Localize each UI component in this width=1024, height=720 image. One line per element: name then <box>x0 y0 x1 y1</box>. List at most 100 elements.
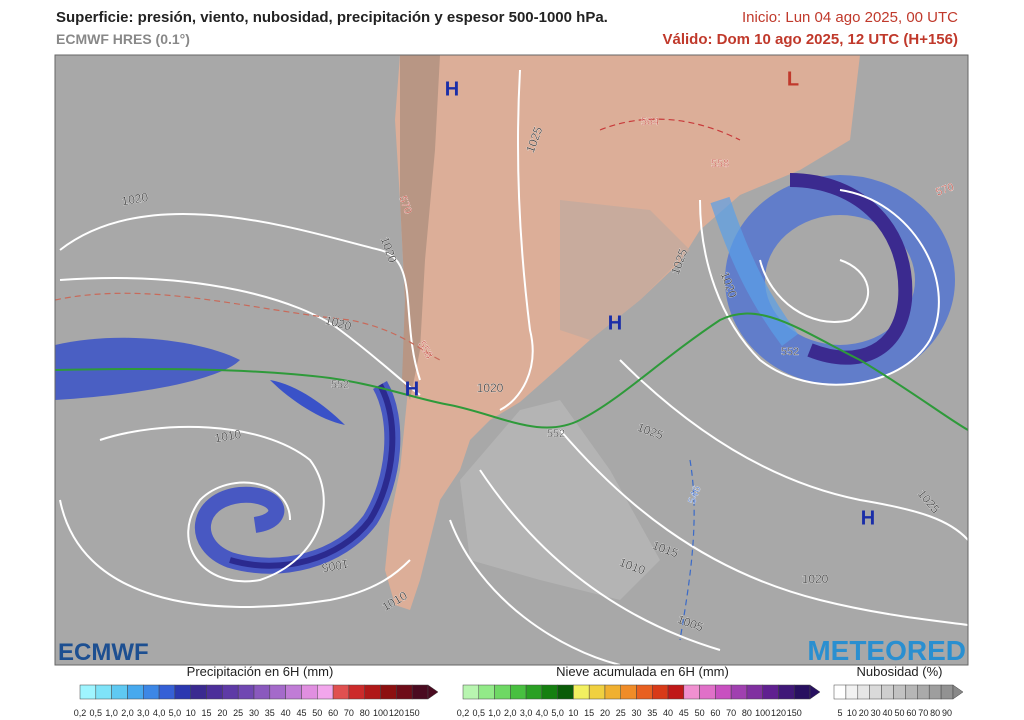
map-label: 564 <box>641 116 659 128</box>
legend-tick: 50 <box>894 708 904 718</box>
legend-tick: 100 <box>755 708 770 718</box>
legend-swatch <box>285 684 302 700</box>
legend-tick: 50 <box>312 708 322 718</box>
legend-title: Nubosidad (%) <box>857 664 943 679</box>
legend-swatch <box>143 684 160 700</box>
legend-swatch <box>411 684 429 700</box>
legend-swatch <box>380 684 397 700</box>
legend-tick: 70 <box>918 708 928 718</box>
legend-swatch <box>206 684 223 700</box>
init-time: Inicio: Lun 04 ago 2025, 00 UTC <box>742 9 958 26</box>
legend-swatch <box>557 684 574 700</box>
legend-swatch <box>869 684 882 700</box>
legend-tick: 25 <box>616 708 626 718</box>
legend-tick: 30 <box>871 708 881 718</box>
legend-tick: 15 <box>584 708 594 718</box>
cloud-land <box>560 200 690 340</box>
legend-tick: 25 <box>233 708 243 718</box>
legend-swatch <box>620 684 637 700</box>
land <box>385 55 860 610</box>
legend-tick: 3,0 <box>137 708 150 718</box>
map-label: H <box>405 378 419 400</box>
legend-swatch <box>111 684 128 700</box>
title: Superficie: presión, viento, nubosidad, … <box>56 9 608 26</box>
isobars <box>59 69 968 665</box>
legend-swatch <box>762 684 779 700</box>
legend-tick: 4,0 <box>153 708 166 718</box>
valid-time: Válido: Dom 10 ago 2025, 12 UTC (H+156) <box>662 31 958 48</box>
map-label: H <box>445 78 459 100</box>
legend-swatch <box>746 684 763 700</box>
map-label: H <box>608 312 622 334</box>
thickness-line <box>55 292 441 361</box>
legend-swatch <box>541 684 558 700</box>
map-label: 558 <box>711 158 729 170</box>
legend-swatch <box>652 684 669 700</box>
legend-tick: 45 <box>296 708 306 718</box>
legend-tick: 20 <box>600 708 610 718</box>
legend-arrow <box>809 684 821 700</box>
legend-arrow <box>952 684 964 700</box>
legend-swatch <box>525 684 543 700</box>
legend-swatch <box>857 684 870 700</box>
legend-swatch <box>573 684 590 700</box>
legend-swatch <box>905 684 918 700</box>
legend-swatch <box>364 684 381 700</box>
legend-swatch <box>778 684 795 700</box>
legend-swatch <box>269 684 286 700</box>
legend-tick: 5,0 <box>169 708 182 718</box>
legend-tick: 10 <box>568 708 578 718</box>
map-label: 1020 <box>477 381 504 395</box>
legend-swatch <box>667 684 685 700</box>
legend-swatch <box>588 684 606 700</box>
legend-swatch <box>332 684 350 700</box>
map-label: 552 <box>331 379 349 391</box>
legend-swatch <box>317 684 334 700</box>
legend-tick: 120 <box>771 708 786 718</box>
legend-swatch <box>190 684 207 700</box>
map-label: 552 <box>547 428 565 440</box>
map-label: 1010 <box>213 427 242 445</box>
legend-tick: 45 <box>679 708 689 718</box>
map-label: 1020 <box>802 572 829 586</box>
legend-arrow <box>427 684 439 700</box>
legend-tick: 20 <box>217 708 227 718</box>
legend-tick: 30 <box>631 708 641 718</box>
legend-swatch <box>79 684 97 700</box>
legend-tick: 100 <box>373 708 388 718</box>
legend-swatch <box>237 684 255 700</box>
legend-swatch <box>893 684 906 700</box>
legend-swatch <box>715 684 732 700</box>
legend-swatch <box>158 684 176 700</box>
map-label: 552 <box>781 346 799 358</box>
legend-tick: 2,0 <box>121 708 134 718</box>
ecmwf-logo: ECMWF <box>58 639 149 666</box>
legend-tick: 3,0 <box>520 708 533 718</box>
meteored-logo: METEORED <box>807 635 966 666</box>
legend-tick: 80 <box>360 708 370 718</box>
legend-tick: 30 <box>249 708 259 718</box>
legend-tick: 35 <box>647 708 657 718</box>
legend-swatch <box>95 684 112 700</box>
legend-tick: 10 <box>186 708 196 718</box>
legend-title: Nieve acumulada en 6H (mm) <box>556 664 729 679</box>
legend-title: Precipitación en 6H (mm) <box>187 664 334 679</box>
legend-tick: 150 <box>787 708 802 718</box>
legend-swatch <box>253 684 271 700</box>
legend-swatch <box>494 684 511 700</box>
legend-tick: 40 <box>883 708 893 718</box>
legend-swatch <box>174 684 191 700</box>
map-label: 1020 <box>120 190 149 208</box>
legend-tick: 10 <box>847 708 857 718</box>
legend-tick: 50 <box>695 708 705 718</box>
legend-tick: 0,2 <box>74 708 87 718</box>
legend-swatch <box>636 684 653 700</box>
map-label: 1005 <box>320 557 349 575</box>
legend-swatch <box>833 684 847 700</box>
legend-tick: 80 <box>742 708 752 718</box>
legend-swatch <box>940 684 954 700</box>
legend-tick: 60 <box>328 708 338 718</box>
legend-tick: 80 <box>930 708 940 718</box>
